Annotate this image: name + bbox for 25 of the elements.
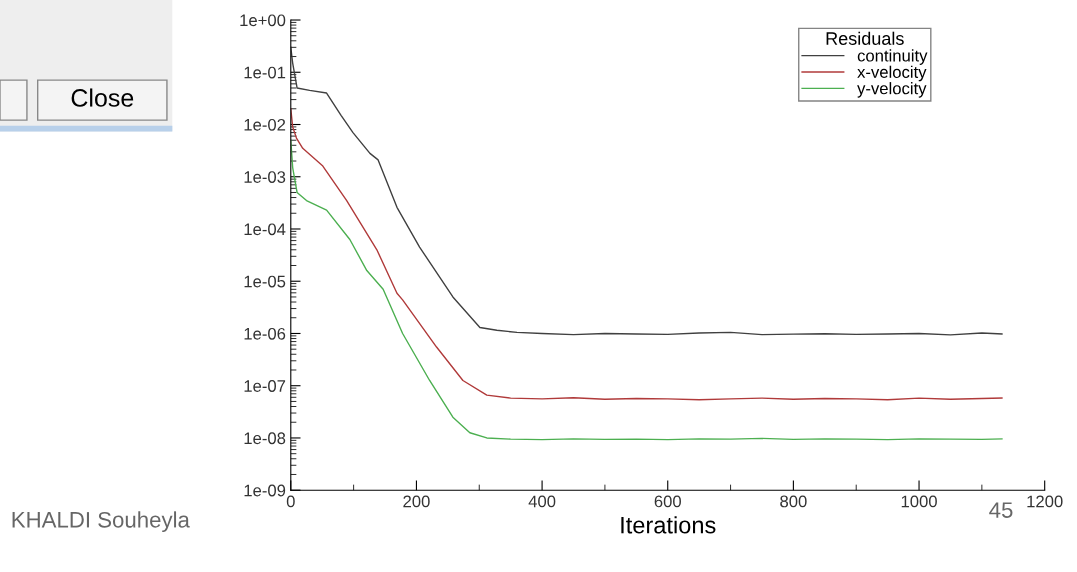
x-tick-label: 200 <box>403 495 430 508</box>
y-tick-label: 1e-03 <box>244 171 286 183</box>
text: KHALDI Souheyla <box>12 511 190 533</box>
x-tick-label: 800 <box>780 495 807 508</box>
y-tick-label: 1e-07 <box>244 380 286 392</box>
text: Close <box>71 88 134 107</box>
y-tick-label: 1e-08 <box>244 432 286 445</box>
legend-label: y-velocity <box>857 82 927 98</box>
x-tick-label: 600 <box>654 495 681 508</box>
y-tick-label: 1e-02 <box>244 118 286 131</box>
legend-label: x-velocity <box>857 65 927 82</box>
y-tick-label: 1e-04 <box>244 223 286 236</box>
x-tick-label: 0 <box>286 495 295 508</box>
y-tick-label: 1e-06 <box>244 327 286 340</box>
legend-label: continuity <box>857 49 928 65</box>
x-axis-title: Iterations <box>621 516 716 534</box>
y-tick-label: 1e-05 <box>244 275 286 288</box>
y-tick-label: 1e+00 <box>240 14 286 27</box>
x-tick-label: 1200 <box>1027 495 1063 508</box>
x-tick-label: 1000 <box>901 495 937 508</box>
legend-title: Residuals <box>826 31 904 45</box>
x-tick-label: 400 <box>528 495 556 508</box>
y-tick-label: 1e-09 <box>244 484 286 497</box>
y-tick-label: 1e-01 <box>244 66 286 79</box>
text: 45 <box>989 502 1013 518</box>
